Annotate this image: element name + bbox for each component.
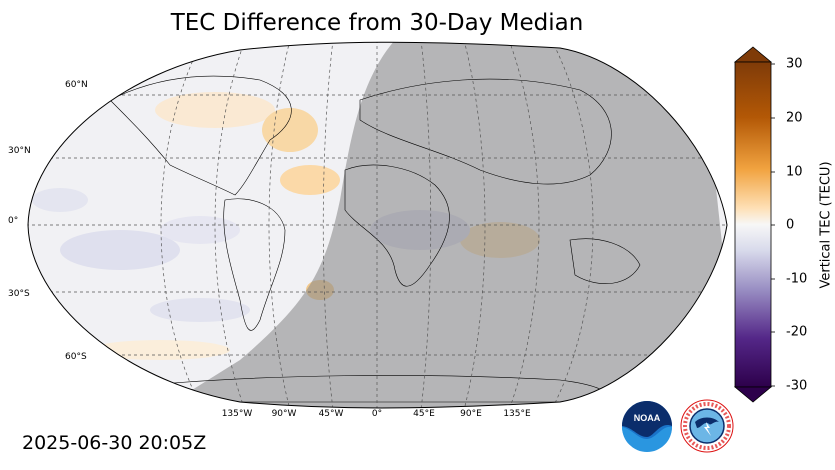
globe xyxy=(28,42,727,408)
colorbar-tick: 0 xyxy=(786,217,795,233)
graticule xyxy=(28,42,727,408)
lon-label-90w: 90°W xyxy=(271,409,297,419)
nws-logo xyxy=(680,399,734,453)
noaa-logo: NOAA xyxy=(622,401,672,452)
lat-label-30s: 30°S xyxy=(8,289,30,299)
night-shade xyxy=(160,42,727,408)
chart-title: TEC Difference from 30-Day Median xyxy=(170,10,584,36)
lat-label-60n: 60°N xyxy=(65,80,88,90)
globe-outline xyxy=(27,41,728,409)
svg-text:NOAA: NOAA xyxy=(634,413,661,423)
lon-label-45e: 45°E xyxy=(413,409,435,419)
lon-label-0: 0° xyxy=(371,409,383,419)
lat-label-30n: 30°N xyxy=(8,146,31,156)
colorbar-tick: 10 xyxy=(786,164,803,180)
lon-label-90e: 90°E xyxy=(460,409,482,419)
colorbar xyxy=(733,46,775,403)
colorbar-tick: 30 xyxy=(786,56,803,72)
lon-label-45w: 45°W xyxy=(318,409,344,419)
lon-label-135e: 135°E xyxy=(503,409,531,419)
colorbar-tick: -10 xyxy=(786,271,808,287)
colorbar-tick: -30 xyxy=(786,378,808,394)
colorbar-label: Vertical TEC (TECU) xyxy=(818,161,834,289)
lon-label-135w: 135°W xyxy=(221,409,253,419)
timestamp: 2025-06-30 20:05Z xyxy=(22,432,207,454)
colorbar-tick: -20 xyxy=(786,324,808,340)
colorbar-tick: 20 xyxy=(786,110,803,126)
lat-label-0: 0° xyxy=(8,216,19,226)
lat-label-60s: 60°S xyxy=(65,352,87,362)
